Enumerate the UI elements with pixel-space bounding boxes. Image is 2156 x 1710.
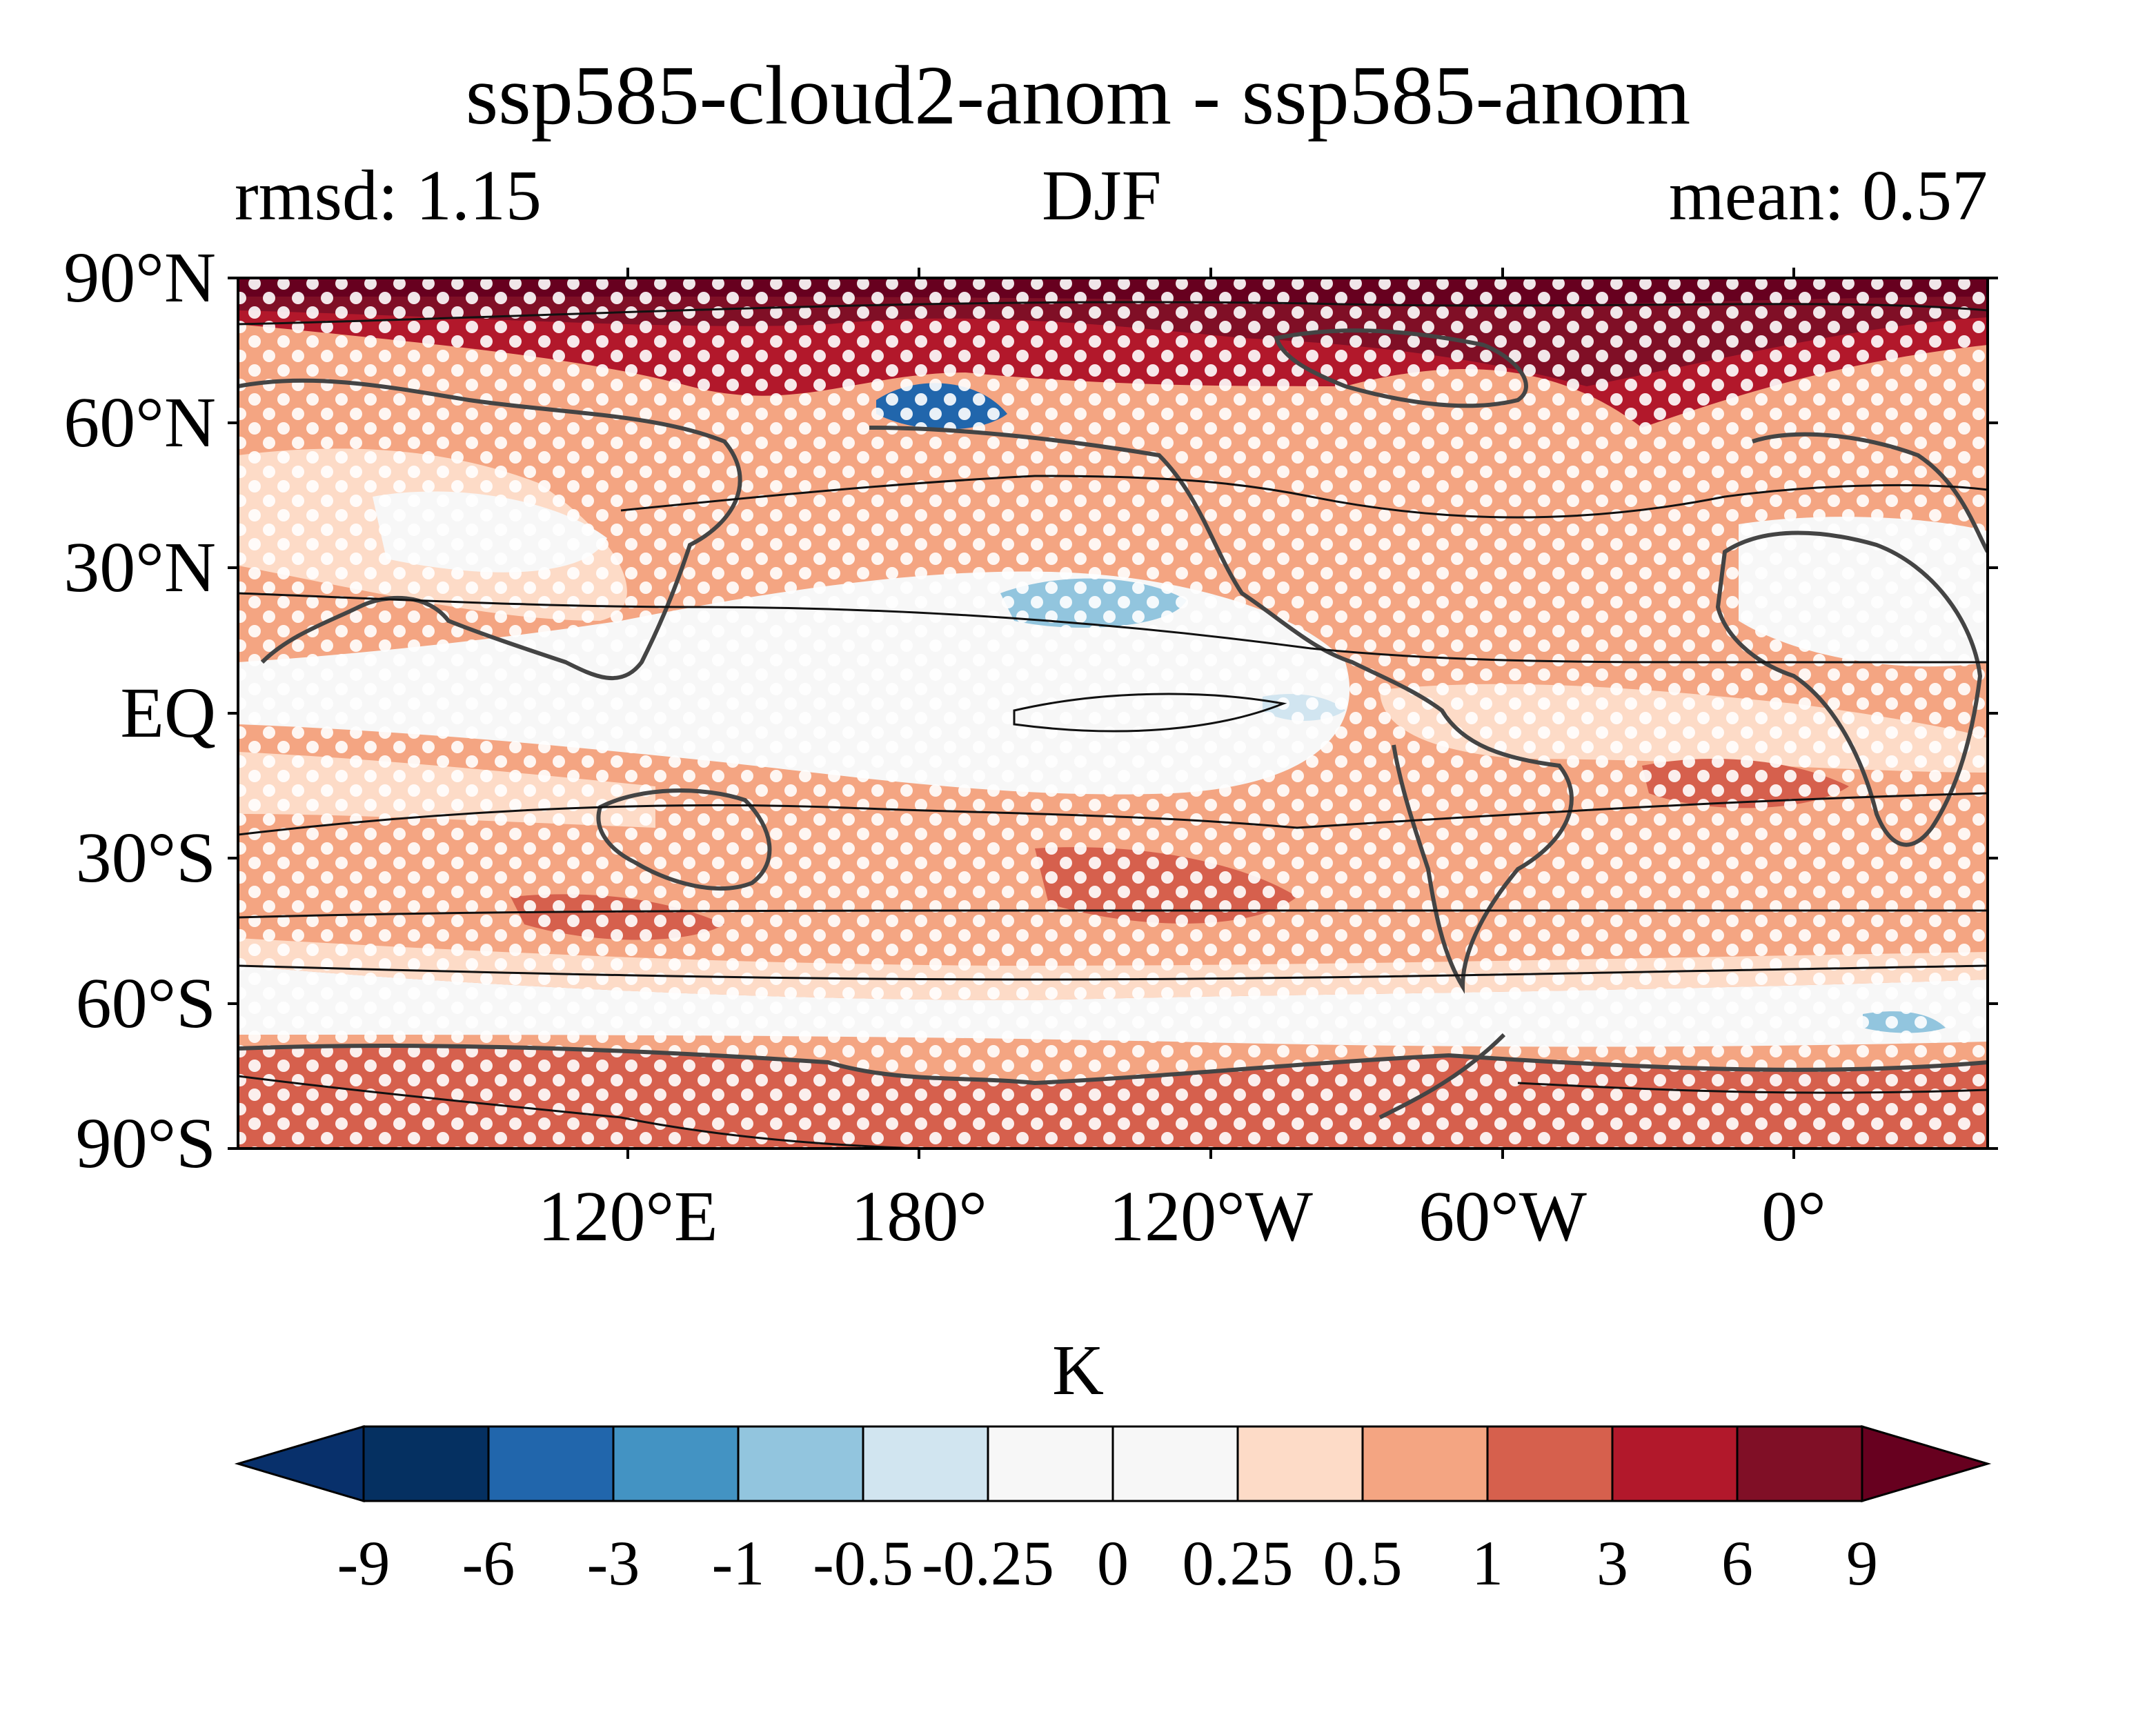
colorbar-tick: 0.5 [1323,1528,1403,1598]
colorbar-swatch [862,1425,989,1502]
lat-ticks [228,277,1998,1150]
colorbar-tick: -9 [337,1528,390,1598]
colorbar-tick: 0 [1097,1528,1129,1598]
colorbar-swatch [612,1425,740,1502]
colorbar-swatch [1611,1425,1739,1502]
lat-label: EQ [120,673,216,753]
lon-label: 180° [851,1177,987,1256]
colorbar-tick: -1 [711,1528,765,1598]
lon-ticks [626,268,1795,1159]
colorbar-tick: 0.25 [1182,1528,1294,1598]
colorbar-tick: -0.5 [813,1528,913,1598]
colorbar-tick: -0.25 [922,1528,1054,1598]
colorbar-swatch [1361,1425,1489,1502]
colorbar-tick: -3 [586,1528,640,1598]
lon-label: 120°E [537,1177,718,1256]
colorbar-swatch [737,1425,864,1502]
colorbar-swatch [987,1425,1114,1502]
colorbar-tick: 1 [1472,1528,1503,1598]
colorbar-tick: 9 [1846,1528,1878,1598]
lon-label: 120°W [1109,1177,1313,1256]
subtitle-season: DJF [1042,156,1162,235]
colorbar-tick: 3 [1596,1528,1628,1598]
colorbar-tick: -6 [462,1528,515,1598]
lat-label: 60°N [63,383,216,462]
colorbar-swatch [1486,1425,1614,1502]
colorbar-swatch [1236,1425,1364,1502]
lat-label: 30°S [75,818,216,897]
lat-label: 90°S [75,1104,216,1183]
map-field [238,278,1988,1149]
colorbar-unit: K [1051,1331,1105,1410]
colorbar-swatch [1111,1425,1239,1502]
lat-label: 30°N [63,528,216,607]
colorbar-tick: 6 [1721,1528,1753,1598]
colorbar-swatch [1736,1425,1863,1502]
colorbar-extend-high [1861,1424,1992,1503]
colorbar [234,1424,1992,1503]
plot-title: ssp585-cloud2-anom - ssp585-anom [465,49,1691,142]
subtitle-rmsd: rmsd: 1.15 [235,156,542,235]
colorbar-swatch [487,1425,615,1502]
colorbar-swatch [362,1425,490,1502]
subtitle-mean: mean: 0.57 [1668,156,1988,235]
colorbar-extend-low [234,1424,365,1503]
lon-label: 60°W [1418,1177,1587,1256]
lat-label: 90°N [63,238,216,317]
lat-label: 60°S [75,964,216,1043]
lon-label: 0° [1761,1177,1826,1256]
